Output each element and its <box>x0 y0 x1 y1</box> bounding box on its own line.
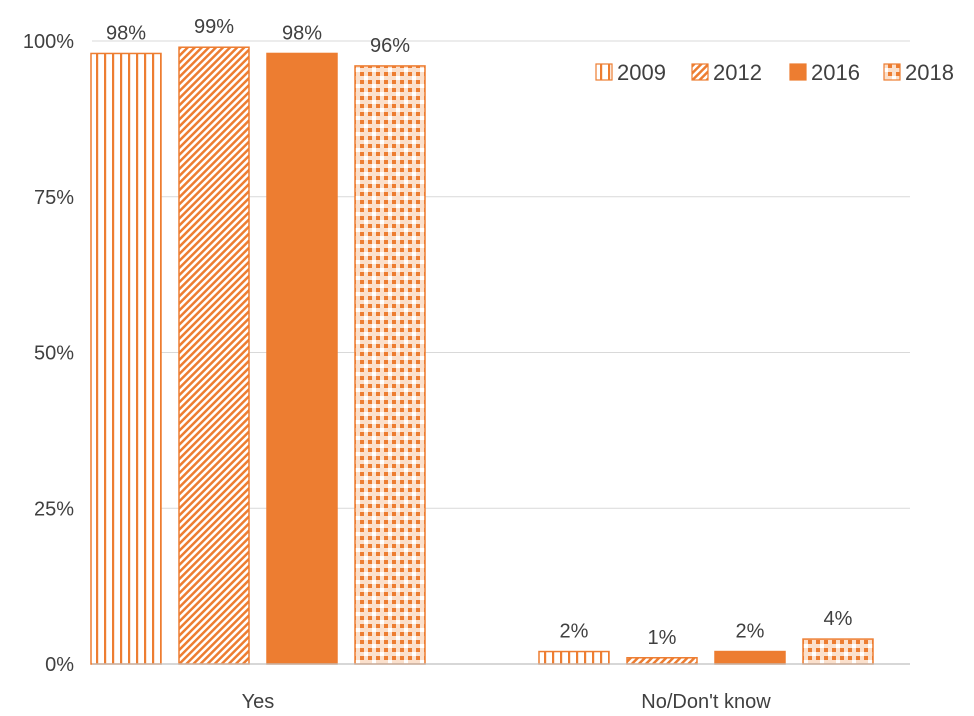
data-label: 2% <box>736 621 765 643</box>
legend-label-2016: 2016 <box>811 60 860 85</box>
data-label: 2% <box>560 621 589 643</box>
x-axis: Yes No/Don't know <box>92 663 910 713</box>
data-labels: 98% 2% 99% 1% 98% 2% 96% 4% <box>106 16 853 649</box>
y-tick-label: 100% <box>23 31 74 53</box>
legend-swatch-2012 <box>691 63 709 81</box>
bar-2009-no-dont-know <box>538 650 610 665</box>
bar-2018-yes <box>354 65 426 665</box>
bar-2009-yes <box>90 52 162 665</box>
bar-2018-no-dont-know <box>802 638 874 665</box>
legend-label-2009: 2009 <box>617 60 666 85</box>
legend-label-2018: 2018 <box>905 60 954 85</box>
data-label: 99% <box>194 16 234 38</box>
y-tick-label: 0% <box>45 654 74 676</box>
x-category-label: Yes <box>242 691 275 713</box>
legend-swatch-2018 <box>883 63 901 81</box>
legend-label-2012: 2012 <box>713 60 762 85</box>
y-tick-label: 25% <box>34 498 74 520</box>
data-label: 4% <box>824 608 853 630</box>
data-label: 98% <box>106 22 146 44</box>
y-axis: 0% 25% 50% 75% 100% <box>23 31 74 676</box>
legend: 2009 2012 2016 2018 <box>595 60 954 85</box>
bar-2016-no-dont-know <box>714 650 786 665</box>
data-label: 98% <box>282 22 322 44</box>
y-tick-label: 75% <box>34 187 74 209</box>
legend-swatch-2016 <box>789 63 807 81</box>
legend-swatch-2009 <box>595 63 613 81</box>
x-category-label: No/Don't know <box>641 691 771 713</box>
bar-2016-yes <box>266 52 338 665</box>
data-label: 1% <box>648 627 677 649</box>
bars <box>90 46 874 665</box>
bar-2012-yes <box>178 46 250 665</box>
bar-2012-no-dont-know <box>626 657 698 665</box>
data-label: 96% <box>370 35 410 57</box>
y-tick-label: 50% <box>34 343 74 365</box>
